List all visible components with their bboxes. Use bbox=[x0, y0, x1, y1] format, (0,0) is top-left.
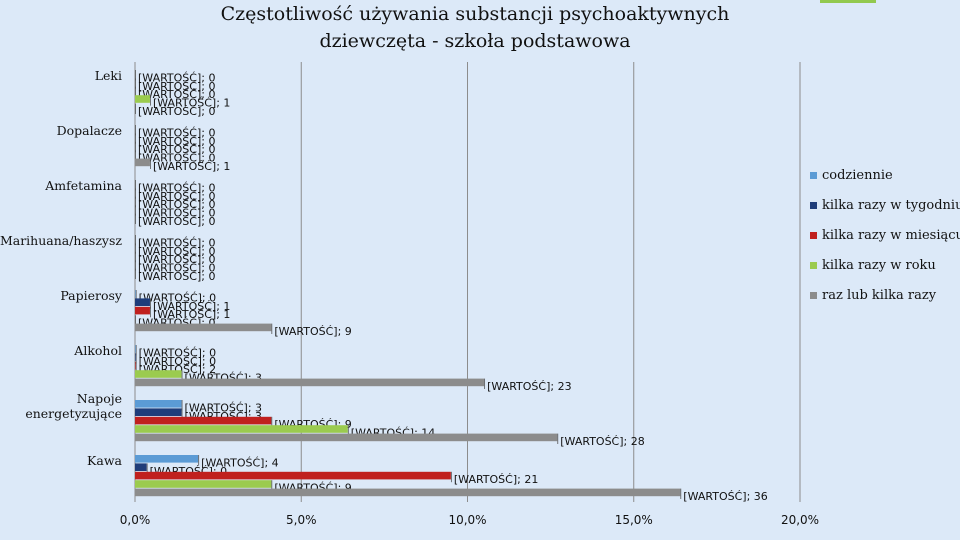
bar bbox=[135, 298, 150, 306]
bar bbox=[135, 400, 182, 408]
data-label: [WARTOŚĆ]; 1 bbox=[153, 300, 230, 313]
data-label: [WARTOŚĆ]; 0 bbox=[139, 346, 216, 359]
bar bbox=[135, 463, 147, 471]
x-tick-label: 5,0% bbox=[286, 513, 317, 527]
data-label: [WARTOŚĆ]; 0 bbox=[138, 207, 215, 220]
data-label: [WARTOŚĆ]; 0 bbox=[138, 126, 215, 139]
legend-swatch bbox=[810, 292, 817, 299]
category-label: Marihuana/haszysz bbox=[0, 233, 122, 248]
x-tick-label: 20,0% bbox=[781, 513, 819, 527]
data-label: [WARTOŚĆ]; 0 bbox=[138, 181, 215, 194]
data-label: [WARTOŚĆ]; 0 bbox=[138, 253, 215, 266]
legend-label: codziennie bbox=[822, 168, 893, 183]
category-label: Amfetamina bbox=[44, 178, 122, 193]
data-label: [WARTOŚĆ]; 0 bbox=[138, 262, 215, 275]
data-label: [WARTOŚĆ]; 1 bbox=[153, 97, 230, 110]
x-tick-label: 15,0% bbox=[615, 513, 653, 527]
legend-swatch bbox=[810, 202, 817, 209]
category-label: Dopalacze bbox=[57, 123, 122, 138]
bar bbox=[135, 378, 485, 387]
bar bbox=[135, 306, 150, 315]
bar bbox=[135, 480, 272, 488]
legend-label: raz lub kilka razy bbox=[822, 288, 937, 303]
bar bbox=[135, 433, 558, 442]
data-label: [WARTOŚĆ]; 0 bbox=[139, 355, 216, 368]
data-label: [WARTOŚĆ]; 0 bbox=[138, 143, 215, 156]
bar bbox=[135, 345, 136, 353]
data-label: [WARTOŚĆ]; 1 bbox=[153, 160, 230, 173]
data-label: [WARTOŚĆ]; 0 bbox=[138, 236, 215, 249]
bar bbox=[135, 158, 150, 167]
bar bbox=[135, 370, 182, 378]
bar bbox=[135, 425, 348, 433]
data-label: [WARTOŚĆ]; 0 bbox=[138, 152, 215, 165]
data-label: [WARTOŚĆ]; 0 bbox=[138, 135, 215, 148]
category-label: Alkohol bbox=[73, 343, 122, 358]
legend-swatch bbox=[810, 172, 817, 179]
data-label: [WARTOŚĆ]; 0 bbox=[138, 270, 215, 283]
bar bbox=[135, 455, 199, 463]
data-label: [WARTOŚĆ]; 28 bbox=[560, 435, 644, 448]
data-label: [WARTOŚĆ]; 0 bbox=[138, 190, 215, 203]
category-label: Napoje energetyzujące bbox=[25, 391, 122, 421]
legend-label: kilka razy w miesiącu bbox=[822, 228, 960, 243]
chart-subtitle: dziewczęta - szkoła podstawowa bbox=[319, 30, 631, 52]
x-tick-label: 10,0% bbox=[448, 513, 486, 527]
data-label: [WARTOŚĆ]; 0 bbox=[138, 88, 215, 101]
data-label: [WARTOŚĆ]; 23 bbox=[487, 380, 571, 393]
chart-title: Częstotliwość używania substancji psycho… bbox=[220, 3, 730, 25]
legend-label: kilka razy w roku bbox=[822, 258, 936, 273]
legend-swatch bbox=[810, 262, 817, 269]
data-label: [WARTOŚĆ]; 36 bbox=[683, 490, 767, 503]
data-label: [WARTOŚĆ]; 0 bbox=[138, 80, 215, 93]
data-label: [WARTOŚĆ]; 1 bbox=[153, 308, 230, 321]
data-label: [WARTOŚĆ]; 0 bbox=[138, 71, 215, 84]
bar bbox=[135, 488, 681, 497]
data-label: [WARTOŚĆ]; 0 bbox=[138, 215, 215, 228]
bar bbox=[135, 290, 136, 298]
data-label: [WARTOŚĆ]; 4 bbox=[201, 456, 278, 469]
bar bbox=[135, 416, 272, 425]
bar bbox=[135, 353, 136, 361]
category-label: Kawa bbox=[87, 453, 122, 468]
bar bbox=[135, 361, 136, 370]
x-tick-label: 0,0% bbox=[120, 513, 151, 527]
bar bbox=[135, 323, 272, 332]
data-label: [WARTOŚĆ]; 3 bbox=[185, 401, 262, 414]
data-label: [WARTOŚĆ]; 0 bbox=[138, 198, 215, 211]
accent-bar bbox=[820, 0, 876, 3]
bar bbox=[135, 408, 182, 416]
data-label: [WARTOŚĆ]; 21 bbox=[454, 473, 538, 486]
bar bbox=[135, 95, 150, 103]
legend-label: kilka razy w tygodniu bbox=[822, 198, 960, 213]
data-label: [WARTOŚĆ]; 9 bbox=[274, 325, 351, 338]
legend-swatch bbox=[810, 232, 817, 239]
bar bbox=[135, 471, 451, 480]
data-label: [WARTOŚĆ]; 0 bbox=[139, 291, 216, 304]
category-label: Papierosy bbox=[60, 288, 123, 303]
data-label: [WARTOŚĆ]; 0 bbox=[138, 245, 215, 258]
data-label: [WARTOŚĆ]; 0 bbox=[138, 105, 215, 118]
category-label: Leki bbox=[95, 68, 122, 83]
